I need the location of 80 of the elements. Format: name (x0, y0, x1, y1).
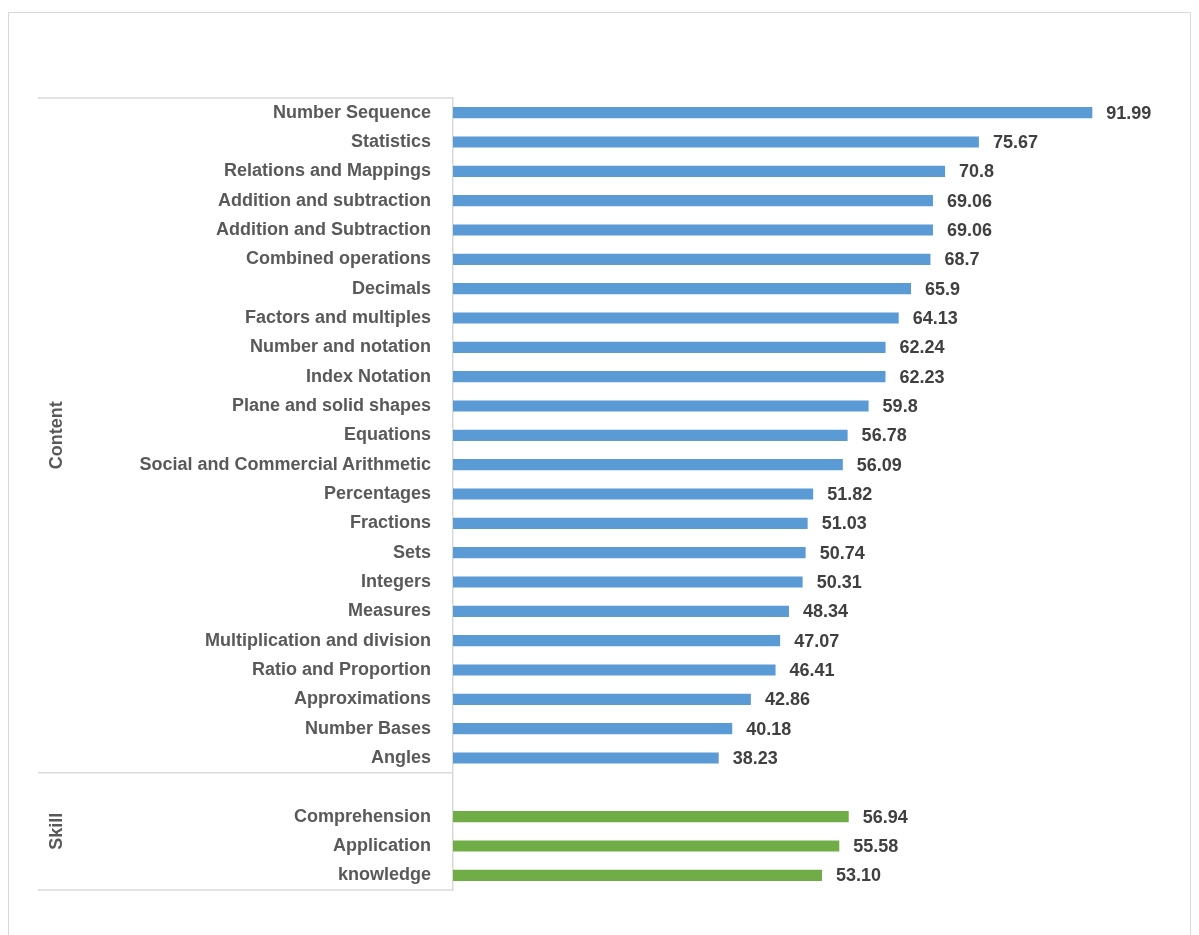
text: Skill (45, 812, 66, 850)
data-label: 38.23 (732, 747, 778, 768)
y-tick-label: Decimals (351, 277, 431, 298)
y-tick-label: Percentages (323, 482, 431, 503)
data-label: 91.99 (1106, 102, 1152, 123)
data-label: 42.86 (764, 689, 810, 710)
y-tick-label: Approximations (293, 688, 431, 709)
data-label: 68.7 (944, 249, 980, 270)
y-tick-label: Integers (360, 570, 431, 591)
y-tick-label: knowledge (337, 864, 431, 885)
data-label: 69.06 (946, 219, 993, 240)
data-label: 64.13 (912, 307, 958, 328)
y-tick-label: Fractions (349, 512, 431, 533)
y-tick-label: Relations and Mappings (223, 160, 431, 181)
data-label: 51.82 (827, 483, 873, 504)
data-label: 70.8 (959, 161, 995, 182)
bar (453, 136, 979, 148)
y-tick-label: Number and notation (250, 336, 431, 357)
data-label: 53.10 (836, 865, 882, 886)
bar (453, 517, 808, 529)
y-tick-label: Multiplication and division (204, 629, 431, 650)
y-tick-label: Measures (347, 600, 431, 621)
data-label: 48.34 (802, 601, 849, 622)
data-label: 46.41 (789, 659, 835, 680)
y-tick-label: Ratio and Proportion (252, 658, 431, 679)
bar (453, 664, 776, 676)
y-tick-label: Social and Commercial Arithmetic (139, 453, 431, 474)
bar (453, 253, 931, 265)
data-label: 69.06 (946, 190, 993, 211)
data-label: 65.9 (925, 278, 961, 299)
y-tick-label: Index Notation (306, 365, 431, 386)
data-label: 50.74 (819, 542, 865, 563)
data-label: 75.67 (992, 131, 1038, 152)
y-tick-label: Sets (392, 541, 431, 562)
data-label: 56.78 (861, 425, 907, 446)
bar (453, 371, 886, 383)
y-tick-label: Number Bases (304, 717, 431, 738)
data-label: 62.24 (899, 337, 945, 358)
y-tick-label: Number Sequence (272, 101, 431, 122)
bar (453, 752, 719, 764)
y-tick-label: Addition and Subtraction (216, 218, 431, 239)
bar (453, 283, 912, 295)
data-label: 40.18 (746, 718, 792, 739)
bar (453, 341, 886, 353)
bar (453, 635, 781, 647)
y-tick-label: Combined operations (245, 248, 431, 269)
y-tick-label: Comprehension (293, 805, 431, 826)
data-label: 59.8 (882, 395, 918, 416)
bar (453, 723, 733, 735)
bar (453, 224, 933, 236)
data-label: 50.31 (816, 571, 862, 592)
data-label: 62.23 (899, 366, 945, 387)
bar (453, 488, 814, 500)
data-label: 55.58 (853, 835, 899, 856)
bar (453, 576, 803, 588)
bar (453, 459, 843, 471)
y-tick-label: Addition and subtraction (218, 189, 431, 210)
bar (453, 195, 933, 207)
y-tick-label: Angles (370, 746, 431, 767)
data-label: 56.09 (856, 454, 902, 475)
bar (453, 547, 806, 559)
bar (453, 840, 840, 852)
y-tick-label: Plane and solid shapes (231, 394, 431, 415)
bar (453, 107, 1093, 119)
bar (453, 811, 849, 823)
y-tick-label: Equations (343, 424, 431, 445)
bar (453, 869, 823, 881)
data-label: 47.07 (794, 630, 840, 651)
bar (453, 693, 751, 705)
bar (453, 605, 789, 617)
y-tick-label: Factors and multiples (244, 306, 431, 327)
y-tick-label: Statistics (350, 130, 431, 151)
bar (453, 312, 899, 324)
data-label: 56.94 (862, 806, 908, 827)
y-tick-label: Application (333, 834, 431, 855)
bar (453, 429, 848, 441)
bar (453, 165, 946, 177)
bar (453, 400, 869, 412)
data-label: 51.03 (821, 513, 867, 534)
text: Content (45, 401, 66, 470)
